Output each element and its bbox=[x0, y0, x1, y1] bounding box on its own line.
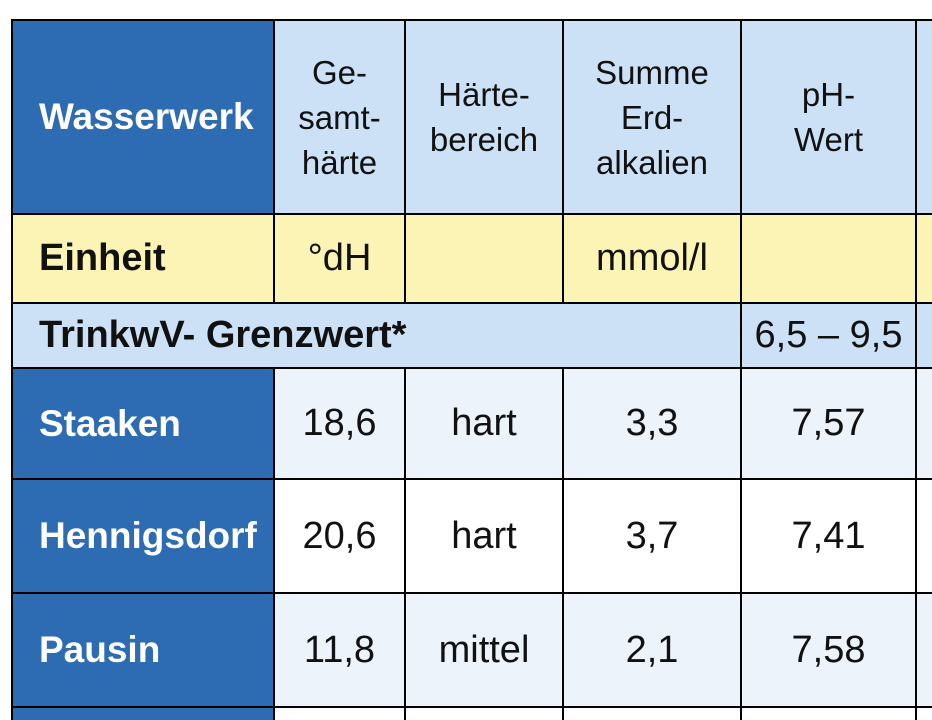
cell-cropped bbox=[740, 706, 917, 720]
table-row-cropped bbox=[11, 706, 932, 720]
unit-row: Einheit °dH mmol/l bbox=[11, 213, 932, 304]
limit-cropped bbox=[915, 302, 932, 369]
cell-staaken-haertebereich: hart bbox=[404, 367, 564, 480]
cell-staaken-ph: 7,57 bbox=[740, 367, 917, 480]
table-row: Pausin 11,8 mittel 2,1 7,58 bbox=[11, 592, 932, 708]
cell-cropped bbox=[915, 706, 932, 720]
header-row: Wasserwerk Ge- samt- härte Härte- bereic… bbox=[11, 19, 932, 215]
cell-cropped bbox=[562, 706, 742, 720]
cell-pausin-gesamthaerte: 11,8 bbox=[273, 592, 406, 708]
cell-hennigsdorf-haertebereich: hart bbox=[404, 478, 564, 594]
cell-hennigsdorf-cropped bbox=[915, 478, 932, 594]
limit-row-label: TrinkwV- Grenzwert* bbox=[11, 302, 742, 369]
unit-haertebereich bbox=[404, 213, 564, 304]
cell-hennigsdorf-erdalkalien: 3,7 bbox=[562, 478, 742, 594]
limit-row: TrinkwV- Grenzwert* 6,5 – 9,5 bbox=[11, 302, 932, 369]
column-header-cropped bbox=[915, 19, 932, 215]
row-name-staaken: Staaken bbox=[11, 367, 275, 480]
water-hardness-table: Wasserwerk Ge- samt- härte Härte- bereic… bbox=[11, 19, 932, 720]
cell-staaken-cropped bbox=[915, 367, 932, 480]
column-header-gesamthaerte: Ge- samt- härte bbox=[273, 19, 406, 215]
cell-staaken-erdalkalien: 3,3 bbox=[562, 367, 742, 480]
unit-row-label: Einheit bbox=[11, 213, 275, 304]
cell-pausin-ph: 7,58 bbox=[740, 592, 917, 708]
row-name-cropped bbox=[11, 706, 275, 720]
cell-hennigsdorf-gesamthaerte: 20,6 bbox=[273, 478, 406, 594]
cell-staaken-gesamthaerte: 18,6 bbox=[273, 367, 406, 480]
row-name-hennigsdorf: Hennigsdorf bbox=[11, 478, 275, 594]
cell-cropped bbox=[404, 706, 564, 720]
table-row: Hennigsdorf 20,6 hart 3,7 7,41 bbox=[11, 478, 932, 594]
unit-cropped bbox=[915, 213, 932, 304]
column-header-haertebereich: Härte- bereich bbox=[404, 19, 564, 215]
column-header-wasserwerk: Wasserwerk bbox=[11, 19, 275, 215]
column-header-erdalkalien: Summe Erd- alkalien bbox=[562, 19, 742, 215]
limit-ph-wert: 6,5 – 9,5 bbox=[740, 302, 917, 369]
unit-erdalkalien: mmol/l bbox=[562, 213, 742, 304]
unit-gesamthaerte: °dH bbox=[273, 213, 406, 304]
cell-pausin-haertebereich: mittel bbox=[404, 592, 564, 708]
cell-hennigsdorf-ph: 7,41 bbox=[740, 478, 917, 594]
cell-pausin-cropped bbox=[915, 592, 932, 708]
row-name-pausin: Pausin bbox=[11, 592, 275, 708]
column-header-ph-wert: pH- Wert bbox=[740, 19, 917, 215]
cell-cropped bbox=[273, 706, 406, 720]
cell-pausin-erdalkalien: 2,1 bbox=[562, 592, 742, 708]
unit-ph-wert bbox=[740, 213, 917, 304]
table-row: Staaken 18,6 hart 3,3 7,57 bbox=[11, 367, 932, 480]
